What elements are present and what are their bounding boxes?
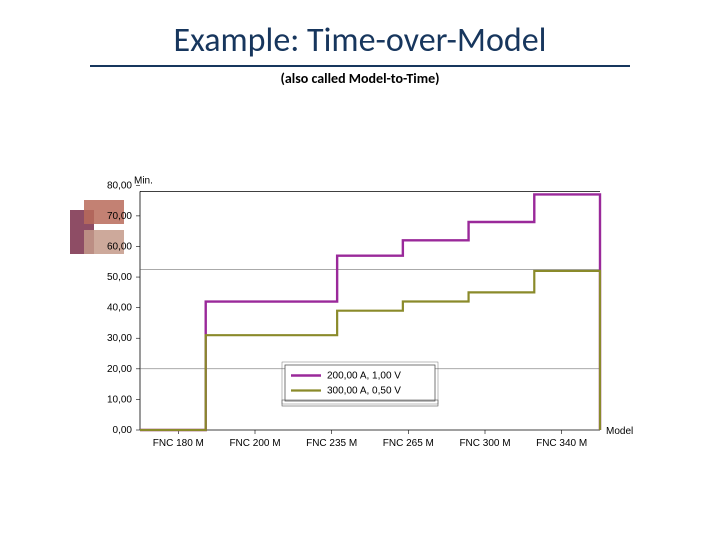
y-tick-label: 60,00	[107, 241, 132, 252]
x-tick-label: FNC 235 M	[306, 438, 357, 449]
y-tick-label: 70,00	[107, 211, 132, 222]
y-tick-label: 40,00	[107, 303, 132, 314]
x-axis-title: Model	[606, 426, 633, 437]
legend-label: 200,00 A, 1,00 V	[327, 371, 401, 382]
y-tick-label: 10,00	[107, 394, 132, 405]
x-tick-label: FNC 180 M	[153, 438, 204, 449]
y-tick-label: 80,00	[107, 180, 132, 191]
y-axis-title: Min.	[134, 175, 153, 186]
x-tick-label: FNC 300 M	[459, 438, 510, 449]
slide-subtitle: (also called Model-to-Time)	[0, 70, 720, 87]
slide: Example: Time-over-Model (also called Mo…	[0, 0, 720, 540]
y-tick-label: 20,00	[107, 364, 132, 375]
legend-label: 300,00 A, 0,50 V	[327, 386, 401, 397]
time-over-model-chart: 0,00 10,00 20,00 30,00 40,00 50,00 60,00 70,00 8…	[90, 160, 630, 460]
slide-title: Example: Time-over-Model	[90, 20, 630, 67]
y-tick-label: 0,00	[113, 425, 133, 436]
x-tick-label: FNC 340 M	[536, 438, 587, 449]
y-tick-label: 50,00	[107, 272, 132, 283]
x-tick-label: FNC 265 M	[383, 438, 434, 449]
y-tick-label: 30,00	[107, 333, 132, 344]
x-tick-label: FNC 200 M	[229, 438, 280, 449]
